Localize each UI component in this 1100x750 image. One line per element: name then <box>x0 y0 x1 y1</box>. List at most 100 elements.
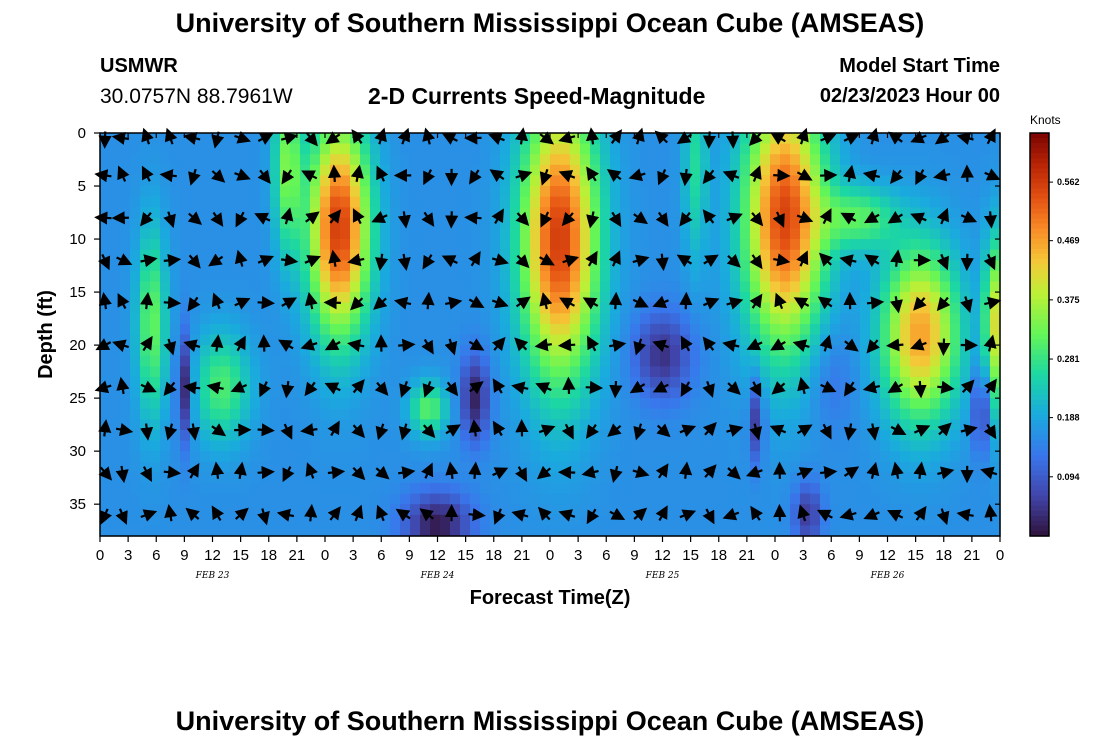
colorbar-segment <box>1030 153 1049 159</box>
heatmap-cell <box>800 493 811 505</box>
heatmap-cell <box>560 482 571 495</box>
heatmap-cell <box>930 154 941 166</box>
heatmap-cell <box>700 355 711 367</box>
heatmap-cell <box>860 323 871 336</box>
heatmap-cell <box>960 472 971 484</box>
heatmap-cell <box>690 525 701 537</box>
heatmap-cell <box>100 186 111 198</box>
heatmap-cell <box>860 281 871 293</box>
heatmap-cell <box>210 345 221 357</box>
heatmap-cell <box>310 260 321 272</box>
current-arrow <box>819 466 838 480</box>
heatmap-cell <box>150 292 161 304</box>
current-arrow <box>163 465 182 479</box>
heatmap-cell <box>390 387 401 399</box>
heatmap-cell <box>750 355 761 367</box>
heatmap-cell <box>120 440 131 452</box>
y-tick-label: 30 <box>69 443 86 460</box>
heatmap-cell <box>940 408 951 420</box>
heatmap-cell <box>220 239 231 251</box>
heatmap-cell <box>550 292 561 304</box>
heatmap-cell <box>430 323 441 336</box>
heatmap-cell <box>110 504 121 516</box>
heatmap-cell <box>100 493 111 505</box>
heatmap-cell <box>320 270 331 283</box>
heatmap-cell <box>740 504 751 516</box>
heatmap-cell <box>200 387 211 399</box>
heatmap-cell <box>720 387 731 399</box>
heatmap-cell <box>500 525 511 537</box>
heatmap-cell <box>860 408 871 420</box>
heatmap-cell <box>740 186 751 198</box>
heatmap-cell <box>250 175 261 187</box>
heatmap-cell <box>460 313 471 325</box>
heatmap-cell <box>990 175 1001 187</box>
heatmap-cell <box>440 196 451 208</box>
heatmap-cell <box>360 440 371 452</box>
heatmap-cell <box>640 281 651 293</box>
heatmap-cell <box>290 345 301 357</box>
heatmap-cell <box>530 398 541 410</box>
heatmap-cell <box>780 270 791 283</box>
heatmap-cell <box>110 207 121 219</box>
heatmap-cell <box>570 398 581 410</box>
heatmap-cell <box>750 514 761 526</box>
heatmap-cell <box>240 482 251 495</box>
heatmap-cell <box>360 239 371 251</box>
x-tick-label: 18 <box>710 547 727 564</box>
heatmap-cell <box>500 143 511 155</box>
heatmap-cell <box>820 239 831 251</box>
heatmap-cell <box>530 323 541 336</box>
heatmap-cell <box>990 387 1001 399</box>
heatmap-cell <box>490 504 501 516</box>
current-arrow <box>186 463 200 479</box>
heatmap-cell <box>660 440 671 452</box>
heatmap-cell <box>820 440 831 452</box>
heatmap-cell <box>930 164 941 177</box>
heatmap-cell <box>780 514 791 526</box>
heatmap-cell <box>400 355 411 367</box>
heatmap-cell <box>220 207 231 219</box>
heatmap-cell <box>130 461 141 473</box>
heatmap-cell <box>950 345 961 357</box>
heatmap-cell <box>960 249 971 261</box>
heatmap-cell <box>870 313 881 325</box>
heatmap-cell <box>620 260 631 272</box>
heatmap-cell <box>440 270 451 283</box>
heatmap-cell <box>990 408 1001 420</box>
heatmap-cell <box>240 196 251 208</box>
heatmap-cell <box>890 472 901 484</box>
heatmap-cell <box>100 355 111 367</box>
heatmap-cell <box>550 493 561 505</box>
heatmap-cell <box>510 493 521 505</box>
heatmap-cell <box>350 154 361 166</box>
heatmap-cell <box>410 429 421 442</box>
heatmap-cell <box>180 493 191 505</box>
heatmap-cell <box>790 398 801 410</box>
heatmap-cell <box>720 398 731 410</box>
heatmap-cell <box>370 440 381 452</box>
heatmap-cell <box>790 270 801 283</box>
heatmap-cell <box>400 482 411 495</box>
heatmap-cell <box>270 154 281 166</box>
heatmap-cell <box>950 302 961 314</box>
heatmap-cell <box>240 228 251 240</box>
heatmap-cell <box>540 408 551 420</box>
heatmap-cell <box>860 398 871 410</box>
current-arrow <box>421 462 434 479</box>
heatmap-cell <box>280 376 291 389</box>
heatmap-cell <box>980 408 991 420</box>
heatmap-cell <box>700 366 711 378</box>
heatmap-cell <box>950 376 961 389</box>
heatmap-cell <box>460 461 471 473</box>
heatmap-cell <box>120 281 131 293</box>
heatmap-cell <box>500 419 511 431</box>
heatmap-cell <box>200 186 211 198</box>
heatmap-cell <box>530 154 541 166</box>
heatmap-cell <box>700 514 711 526</box>
speed-heatmap <box>100 133 1001 537</box>
heatmap-cell <box>980 440 991 452</box>
heatmap-cell <box>340 419 351 431</box>
heatmap-cell <box>350 345 361 357</box>
current-arrow <box>680 335 693 352</box>
